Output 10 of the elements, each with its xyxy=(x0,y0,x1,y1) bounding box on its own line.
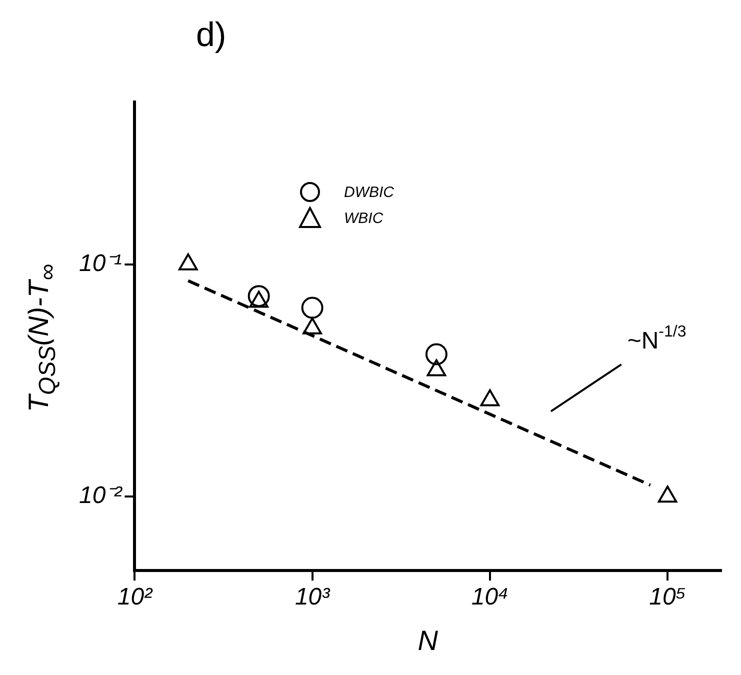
legend-label: WBIC xyxy=(344,210,384,226)
y-tick-label: 10⁻¹ xyxy=(79,250,122,277)
x-tick-label: 10⁵ xyxy=(649,584,686,611)
x-axis-title: N xyxy=(418,624,439,656)
y-tick-label: 10⁻² xyxy=(79,482,123,510)
legend-label: DWBIC xyxy=(344,184,394,200)
chart-title: d) xyxy=(196,16,226,55)
x-tick-label: 10² xyxy=(117,584,154,611)
x-tick-label: 10³ xyxy=(294,584,331,611)
x-tick-label: 10⁴ xyxy=(471,584,508,611)
